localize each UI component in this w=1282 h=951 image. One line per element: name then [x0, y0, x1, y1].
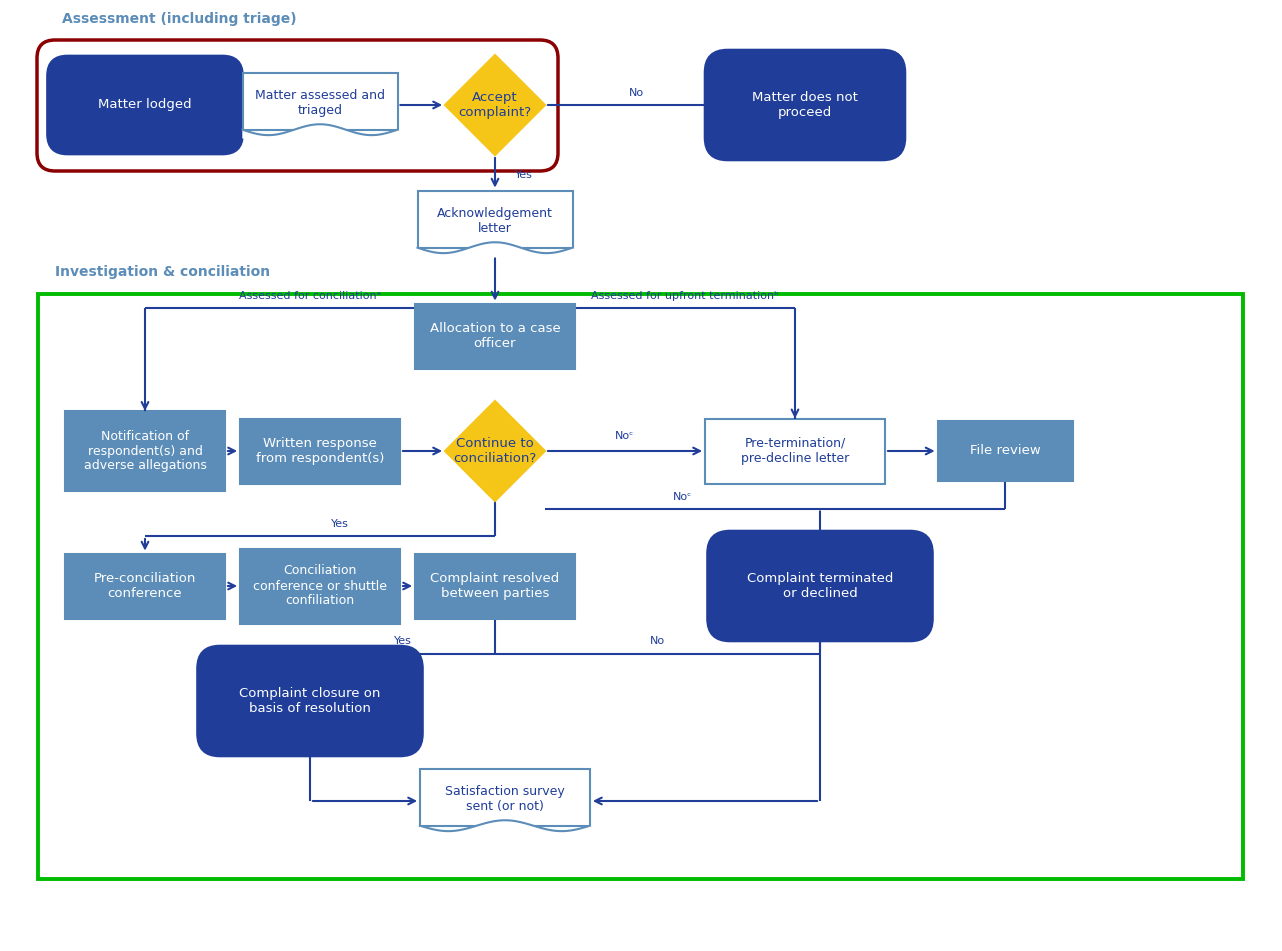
- Text: No: No: [650, 636, 665, 647]
- FancyBboxPatch shape: [415, 303, 576, 368]
- Text: Matter does not
proceed: Matter does not proceed: [753, 91, 858, 119]
- Text: Complaint closure on
basis of resolution: Complaint closure on basis of resolution: [240, 687, 381, 715]
- FancyBboxPatch shape: [65, 553, 226, 618]
- Polygon shape: [445, 401, 545, 501]
- Text: Assessed for conciliationᵃ: Assessed for conciliationᵃ: [238, 291, 381, 301]
- FancyBboxPatch shape: [240, 418, 400, 483]
- FancyBboxPatch shape: [197, 646, 423, 756]
- Text: Noᶜ: Noᶜ: [673, 492, 692, 501]
- Text: Complaint resolved
between parties: Complaint resolved between parties: [431, 572, 560, 600]
- Text: Allocation to a case
officer: Allocation to a case officer: [429, 322, 560, 350]
- Text: Noᶜ: Noᶜ: [615, 431, 635, 441]
- Text: Notification of
respondent(s) and
adverse allegations: Notification of respondent(s) and advers…: [83, 430, 206, 473]
- Text: Pre-termination/
pre-decline letter: Pre-termination/ pre-decline letter: [741, 437, 849, 465]
- FancyBboxPatch shape: [937, 421, 1073, 481]
- FancyBboxPatch shape: [708, 531, 933, 641]
- Text: Matter assessed and
triaged: Matter assessed and triaged: [255, 88, 385, 117]
- FancyBboxPatch shape: [240, 549, 400, 624]
- FancyBboxPatch shape: [420, 768, 590, 825]
- FancyBboxPatch shape: [47, 56, 242, 154]
- Text: No: No: [628, 88, 644, 98]
- Text: Complaint terminated
or declined: Complaint terminated or declined: [747, 572, 894, 600]
- Text: Yes: Yes: [515, 170, 533, 180]
- Text: File review: File review: [969, 444, 1041, 457]
- FancyBboxPatch shape: [418, 190, 573, 247]
- Text: Continue to
conciliation?: Continue to conciliation?: [454, 437, 537, 465]
- Text: Acknowledgement
letter: Acknowledgement letter: [437, 206, 553, 235]
- Text: Assessment (including triage): Assessment (including triage): [62, 12, 296, 26]
- FancyBboxPatch shape: [705, 49, 905, 161]
- FancyBboxPatch shape: [65, 411, 226, 491]
- FancyBboxPatch shape: [242, 72, 397, 129]
- Text: Written response
from respondent(s): Written response from respondent(s): [256, 437, 385, 465]
- Text: Accept
complaint?: Accept complaint?: [459, 91, 532, 119]
- Polygon shape: [445, 55, 545, 155]
- FancyBboxPatch shape: [415, 553, 576, 618]
- Text: Conciliation
conference or shuttle
confiliation: Conciliation conference or shuttle confi…: [253, 565, 387, 608]
- Text: Assessed for upfront terminationᵇ: Assessed for upfront terminationᵇ: [591, 291, 779, 301]
- Text: Matter lodged: Matter lodged: [99, 99, 192, 111]
- Text: Satisfaction survey
sent (or not): Satisfaction survey sent (or not): [445, 785, 565, 813]
- FancyBboxPatch shape: [705, 418, 885, 483]
- Text: Yes: Yes: [331, 519, 349, 529]
- Text: Investigation & conciliation: Investigation & conciliation: [55, 265, 271, 279]
- Text: Pre-conciliation
conference: Pre-conciliation conference: [94, 572, 196, 600]
- Text: Yes: Yes: [394, 636, 412, 647]
